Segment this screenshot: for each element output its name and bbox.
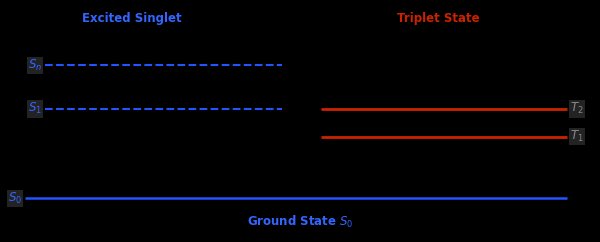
Text: Ground State $S_0$: Ground State $S_0$ [247,214,353,230]
Text: Triplet State: Triplet State [397,12,479,25]
Text: $T_2$: $T_2$ [570,101,584,116]
Text: $S_n$: $S_n$ [28,58,42,73]
Text: Excited Singlet: Excited Singlet [82,12,182,25]
Text: $S_0$: $S_0$ [8,191,22,206]
Text: $S_1$: $S_1$ [28,101,42,116]
Text: $T_1$: $T_1$ [570,129,584,144]
